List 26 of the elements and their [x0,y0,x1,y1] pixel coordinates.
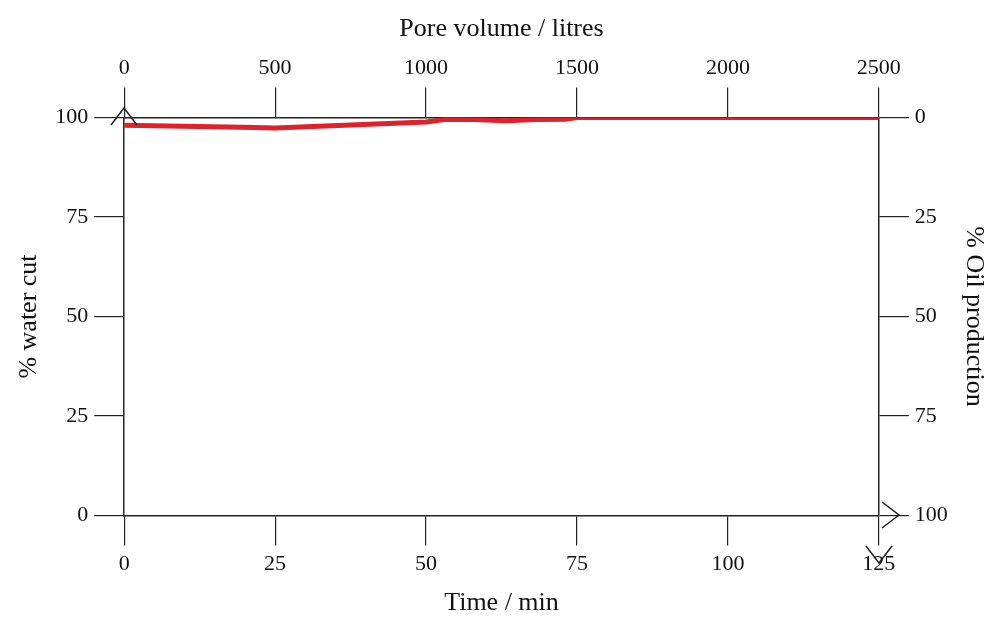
x-axis-title: Time / min [444,587,559,617]
y-axis-title: % water cut [13,253,43,379]
x-tick-label: 125 [862,550,896,576]
x2-tick-label: 2500 [856,54,901,80]
x2-tick-label: 2000 [705,54,750,80]
y2-axis-title: % Oil production [960,226,990,407]
x2-tick-label: 1500 [554,54,599,80]
x2-tick-label: 500 [258,54,292,80]
y2-tick-label: 100 [914,501,948,527]
x-tick-label: 50 [415,550,438,576]
x2-tick-label: 0 [118,54,130,80]
x2-axis-title: Pore volume / litres [399,13,604,43]
x-tick-label: 25 [264,550,287,576]
x2-tick-label: 1000 [404,54,449,80]
y-tick-label: 25 [66,401,89,427]
x-tick-label: 100 [711,550,745,576]
y2-tick-label: 0 [914,103,926,129]
y-tick-label: 0 [77,501,89,527]
y2-tick-label: 25 [914,202,937,228]
y-tick-label: 100 [55,103,89,129]
y2-tick-label: 50 [914,302,937,328]
y-tick-label: 50 [66,302,89,328]
y-tick-label: 75 [66,202,89,228]
x-tick-label: 75 [565,550,588,576]
y2-tick-label: 75 [914,401,937,427]
x-tick-label: 0 [118,550,130,576]
